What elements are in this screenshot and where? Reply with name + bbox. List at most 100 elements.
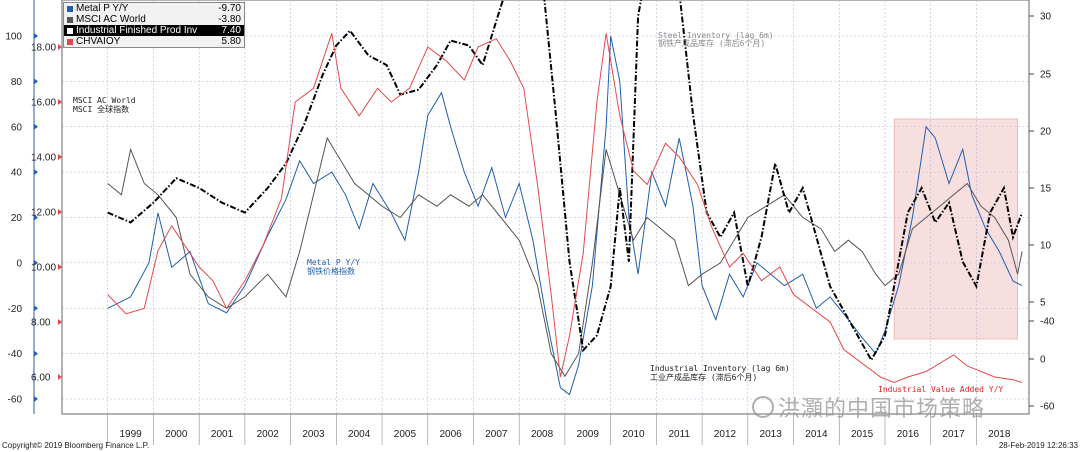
left-outer-tick-marker [34, 78, 38, 85]
annotation-steel-cn: 钢铁产成品库存 (滞后6个月) [658, 38, 765, 48]
left-outer-tick-label: 100 [5, 32, 22, 43]
left-outer-tick-marker [34, 33, 38, 39]
watermark: 洪灝的中国市场策略 [752, 391, 985, 423]
legend-value: 5.80 [221, 36, 241, 47]
annotation-indinv-cn: 工业产成品库存 (滞后6个月) [650, 372, 757, 382]
right-tick-label: 0 [1040, 355, 1046, 366]
left-outer-tick-marker [34, 350, 38, 357]
footer-copyright: Copyright© 2019 Bloomberg Finance L.P. [2, 441, 149, 450]
left-inner-tick-label: 16.00 [31, 98, 56, 109]
legend: Metal P Y/Y -9.70 MSCI AC World -3.80 Indust… [63, 2, 245, 48]
left-inner-tick-label: 18.00 [31, 43, 56, 54]
legend-value: 7.40 [221, 25, 241, 36]
legend-label: Industrial Finished Prod Inv [76, 25, 198, 36]
wechat-icon [752, 396, 774, 418]
right-tick-label: 25 [1040, 70, 1052, 81]
annotation-indinv-en: Industrial Inventory (lag 6m) [650, 364, 790, 373]
series-line-3 [107, 0, 1024, 363]
x-tick-label: 2010 [622, 429, 645, 440]
left-outer-tick-label: 80 [11, 77, 23, 88]
legend-value: -3.80 [218, 14, 241, 25]
x-tick-label: 2014 [805, 429, 828, 440]
x-tick-label: 2011 [668, 429, 690, 440]
footer-timestamp: 28-Feb-2019 12:26:33 [999, 441, 1079, 450]
left-outer-tick-label: -40 [8, 349, 23, 360]
annotation-metal-en: Metal P Y/Y [307, 258, 360, 267]
left-outer-tick-marker [34, 123, 38, 130]
legend-swatch [67, 27, 73, 34]
left-outer-tick-label: 40 [11, 168, 23, 179]
left-outer-tick-label: -60 [8, 395, 23, 406]
series-line-4 [107, 33, 1023, 384]
right-tick-label: 5 [1040, 298, 1046, 309]
left-outer-tick-marker [34, 396, 38, 402]
legend-swatch [67, 16, 73, 23]
x-tick-label: 2001 [211, 429, 234, 440]
left-inner-tick-marker [58, 154, 62, 160]
left-outer-tick-label: 0 [16, 258, 22, 269]
x-tick-label: 2015 [851, 429, 874, 440]
left-outer-tick-marker [34, 305, 38, 312]
x-tick-label: 2016 [897, 429, 920, 440]
legend-label: Metal P Y/Y [76, 3, 129, 14]
left-inner-tick-marker [58, 44, 62, 50]
right-tick-label: 10 [1040, 241, 1052, 252]
left-inner-tick-label: 6.00 [31, 373, 51, 384]
annotation-steel-en: Steel Inventory (lag 6m) [658, 31, 774, 40]
legend-label: MSCI AC World [76, 14, 146, 25]
left-inner-tick-marker [58, 264, 62, 270]
left-outer-tick-marker [34, 169, 38, 176]
annotation-iva-en: Industrial Value Added Y/Y [878, 385, 1003, 394]
grid [62, 0, 1029, 414]
watermark-text: 洪灝的中国市场策略 [778, 397, 986, 422]
x-tick-label: 2007 [485, 429, 508, 440]
left-inner-tick-marker [58, 374, 62, 380]
x-tick-label: 2004 [348, 429, 371, 440]
x-tick-label: 2018 [988, 429, 1011, 440]
annotation-msci-en: MSCI AC World [73, 96, 136, 105]
left-outer-tick-label: 60 [11, 122, 23, 133]
left-outer-tick-label: 20 [11, 213, 23, 224]
annotation-msci-cn: MSCI 全球指数 [73, 104, 129, 114]
legend-swatch [67, 5, 73, 12]
left-inner-axis: 18.00 16.00 14.00 12.00 10.00 8.00 6.00 [31, 0, 63, 414]
right-tick-label: 15 [1040, 184, 1052, 195]
left-outer-tick-marker [34, 259, 38, 266]
legend-value: -9.70 [218, 3, 241, 14]
right-tick-label: -60 [1040, 402, 1055, 413]
x-tick-label: 2017 [942, 429, 965, 440]
legend-item: Industrial Finished Prod Inv 7.40 [64, 25, 244, 36]
right-tick-label: 20 [1040, 127, 1052, 138]
x-tick-label: 2002 [257, 429, 280, 440]
legend-label: CHVAIOY [76, 36, 121, 47]
x-tick-label: 2006 [440, 429, 463, 440]
x-tick-label: 2013 [760, 429, 783, 440]
legend-item: CHVAIOY 5.80 [64, 36, 244, 47]
left-inner-tick-label: 10.00 [31, 263, 56, 274]
annotation-metal-cn: 钢铁价格指数 [307, 266, 355, 276]
x-axis: 1999 2000 2001 2002 2003 2004 2005 2006 2007 2008… [62, 413, 1029, 445]
x-tick-label: 2012 [714, 429, 737, 440]
left-inner-tick-label: 8.00 [31, 318, 51, 329]
right-axis: 30 25 20 15 10 5 0 -40 -60 [1029, 12, 1055, 413]
left-inner-tick-label: 12.00 [31, 208, 56, 219]
x-tick-label: 2000 [165, 429, 188, 440]
left-inner-tick-marker [58, 99, 62, 105]
series-group [107, 0, 1024, 396]
legend-swatch [67, 38, 73, 45]
legend-item: Metal P Y/Y -9.70 [64, 3, 244, 14]
legend-item: MSCI AC World -3.80 [64, 14, 244, 25]
x-tick-label: 1999 [119, 429, 142, 440]
x-tick-label: 2003 [302, 429, 325, 440]
series-line-2 [107, 136, 1023, 378]
left-outer-tick-label: -20 [8, 304, 23, 315]
x-tick-label: 2005 [394, 429, 417, 440]
x-tick-label: 2009 [577, 429, 600, 440]
left-inner-tick-marker [58, 209, 62, 215]
plot-area [61, 0, 1030, 415]
left-outer-axis: 100 80 60 40 20 0 -20 -40 -60 [5, 0, 38, 414]
right-tick-label: 30 [1040, 12, 1052, 23]
left-outer-tick-marker [34, 214, 38, 221]
left-inner-tick-label: 14.00 [31, 153, 56, 164]
